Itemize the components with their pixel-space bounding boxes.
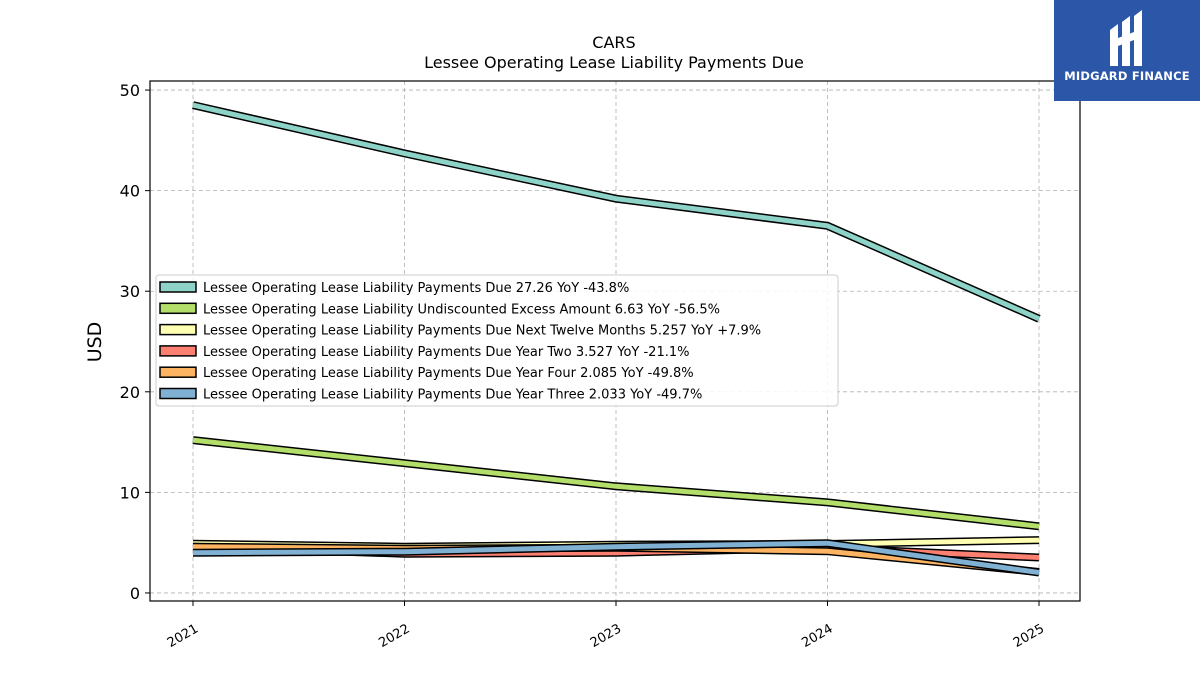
legend-item: Lessee Operating Lease Liability Payment…: [159, 323, 761, 339]
y-tick-label: 50: [120, 81, 140, 100]
legend-item: Lessee Operating Lease Liability Payment…: [159, 345, 689, 360]
legend-item: Lessee Operating Lease Liability Payment…: [159, 387, 702, 403]
legend-swatch: [159, 281, 197, 293]
x-tick-label: 2021: [165, 621, 201, 651]
x-tick-label: 2022: [376, 621, 412, 651]
series-line-1: [192, 101, 1041, 323]
legend-swatch: [159, 302, 197, 315]
series-lines: [192, 101, 1041, 577]
legend-item: Lessee Operating Lease Liability Undisco…: [159, 302, 720, 317]
legend-label: Lessee Operating Lease Liability Payment…: [203, 345, 689, 360]
plot-frame: [149, 80, 1081, 602]
x-tick-label: 2025: [1011, 621, 1047, 651]
y-tick-label: 10: [120, 483, 140, 502]
legend-swatch: [159, 387, 197, 400]
series-line-6: [192, 539, 1040, 577]
logo-text: MIDGARD FINANCE: [1064, 69, 1190, 83]
legend-label: Lessee Operating Lease Liability Payment…: [203, 324, 761, 339]
chart-subtitle: Lessee Operating Lease Liability Payment…: [424, 53, 804, 72]
y-tick-label: 30: [120, 282, 140, 301]
y-axis-label: USD: [84, 322, 106, 363]
legend-frame: [155, 274, 839, 407]
legend-label: Lessee Operating Lease Liability Payment…: [203, 281, 629, 296]
legend-item: Lessee Operating Lease Liability Payment…: [159, 366, 694, 381]
legend-swatch: [159, 366, 197, 378]
series-line-stroke: [192, 540, 1040, 575]
y-tick-label: 20: [120, 383, 140, 402]
y-tick-label: 40: [120, 182, 140, 201]
x-axis-ticks: 2021 2022 2023 2024 2025: [165, 601, 1047, 651]
legend-swatch: [159, 323, 197, 336]
y-axis-ticks: 0 10 20 30 40 50: [120, 81, 150, 603]
legend-swatch: [159, 345, 197, 357]
series-line-stroke: [192, 437, 1040, 529]
series-line-stroke: [192, 102, 1041, 322]
y-tick-label: 0: [130, 584, 140, 603]
midgard-finance-logo: MIDGARD FINANCE: [1054, 0, 1200, 101]
x-tick-label: 2023: [588, 621, 624, 651]
chart-title: CARS: [592, 33, 635, 52]
midgard-monogram-icon: [1110, 10, 1142, 66]
legend-label: Lessee Operating Lease Liability Undisco…: [203, 302, 720, 317]
series-line-2: [192, 436, 1040, 531]
legend-label: Lessee Operating Lease Liability Payment…: [203, 388, 702, 403]
legend-item: Lessee Operating Lease Liability Payment…: [159, 281, 629, 296]
legend-label: Lessee Operating Lease Liability Payment…: [203, 366, 694, 381]
legend: Lessee Operating Lease Liability Payment…: [155, 274, 839, 407]
x-tick-label: 2024: [799, 621, 835, 651]
